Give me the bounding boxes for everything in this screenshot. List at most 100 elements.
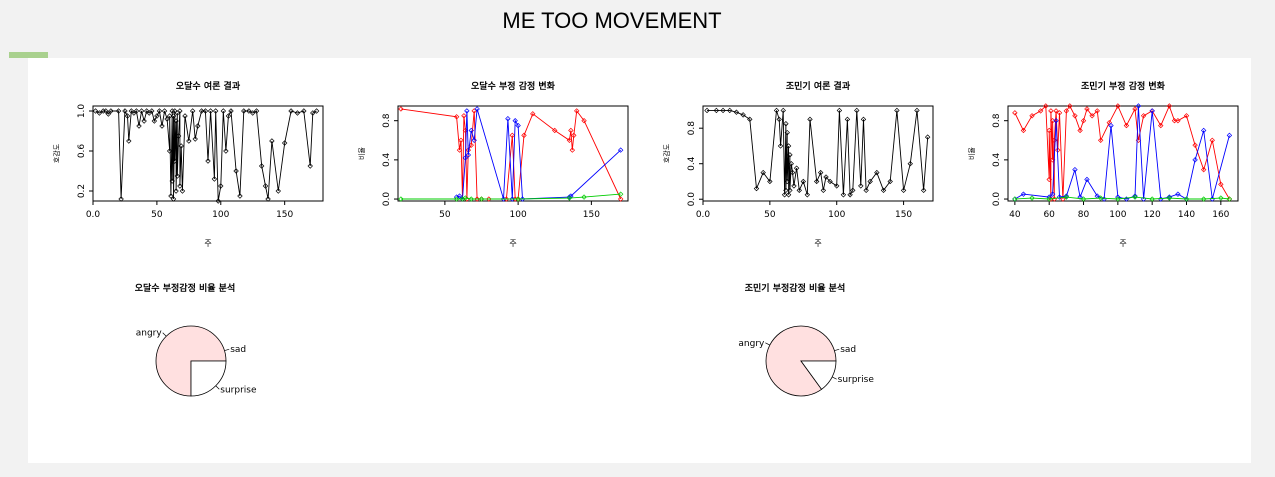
data-point (874, 169, 880, 176)
series-line-0 (95, 109, 317, 202)
series-line-0 (707, 109, 929, 197)
pie-label-surprise: surprise (838, 375, 875, 385)
data-point (265, 196, 271, 202)
data-point (858, 183, 864, 189)
data-point (566, 194, 573, 200)
data-point (225, 113, 232, 119)
data-point (785, 192, 792, 198)
data-point (789, 169, 796, 176)
data-point (920, 187, 927, 194)
data-point (1046, 176, 1052, 183)
data-point (1053, 108, 1059, 114)
data-point (780, 107, 786, 114)
x-tick-label: 60 (1043, 210, 1055, 220)
data-point (796, 187, 802, 194)
data-point (854, 107, 860, 114)
data-point (777, 143, 784, 149)
data-point (468, 196, 474, 202)
data-point (1077, 127, 1083, 134)
y-tick-label: 0.0 (382, 192, 392, 207)
data-point (512, 117, 518, 124)
data-point (212, 108, 219, 114)
data-point (128, 108, 135, 114)
data-point (1063, 193, 1070, 199)
data-point (1149, 196, 1155, 202)
line-chart-odalsu-negative: 오달수 부정 감정 변화 50 100 150 0.0 0.4 0.8 주 비율 (357, 80, 629, 248)
data-point (220, 108, 227, 114)
data-point (1029, 195, 1035, 201)
data-point (530, 111, 536, 117)
data-point (178, 143, 184, 149)
data-point (847, 192, 853, 198)
data-point (1063, 108, 1070, 114)
data-point (713, 107, 720, 114)
data-point (1048, 108, 1054, 114)
data-point (581, 194, 587, 200)
data-point (773, 107, 780, 114)
data-point (1077, 194, 1083, 200)
pie-label-sad: sad (840, 345, 856, 355)
data-point (860, 116, 867, 123)
data-point (753, 185, 760, 192)
data-point (1084, 176, 1090, 183)
data-point (617, 191, 624, 197)
data-point (166, 113, 173, 119)
pie-chart-odalsu: 오달수 부정감정 비율 분석 angry surprise sad (135, 282, 257, 397)
data-point (301, 108, 307, 114)
data-point (461, 113, 467, 119)
data-point (207, 108, 214, 114)
pie-title: 오달수 부정감정 비율 분석 (135, 282, 235, 294)
data-point (1020, 127, 1027, 134)
page-title: ME TOO MOVEMENT (502, 8, 722, 33)
data-point (464, 108, 470, 114)
series-line-2 (1014, 196, 1230, 200)
data-point (834, 183, 840, 189)
data-point (218, 183, 224, 189)
x-tick-label: 100 (828, 210, 845, 220)
pie-label-leader (834, 348, 840, 351)
x-tick-label: 100 (212, 210, 229, 220)
data-point (465, 152, 472, 158)
data-point (1053, 117, 1059, 124)
data-point (211, 176, 218, 182)
data-point (1080, 196, 1087, 202)
data-point (154, 113, 160, 119)
plot-frame (702, 105, 934, 202)
chart-title: 오달수 부정 감정 변화 (471, 80, 556, 92)
data-point (914, 107, 920, 114)
data-point (478, 196, 485, 202)
data-point (784, 178, 790, 185)
data-point (720, 107, 726, 114)
data-point (1192, 157, 1198, 163)
data-point (456, 193, 463, 199)
data-point (1029, 113, 1035, 119)
x-tick-label: 150 (276, 210, 293, 220)
data-point (275, 188, 281, 194)
data-point (1166, 103, 1173, 109)
x-tick-label: 100 (1109, 210, 1126, 220)
data-point (1132, 193, 1138, 199)
data-point (141, 118, 147, 124)
x-tick-label: 40 (1009, 210, 1021, 220)
data-point (566, 195, 573, 201)
data-point (767, 178, 773, 185)
data-point (574, 108, 580, 114)
data-point (581, 117, 587, 124)
data-point (177, 108, 183, 114)
y-tick-label: 0.8 (687, 121, 697, 136)
data-point (509, 132, 515, 139)
pie-label-angry: angry (738, 339, 765, 349)
data-point (1200, 127, 1207, 134)
line-chart-odalsu-opinion: 오달수 여론 결과 0.0 50 100 150 0.2 0.6 1.0 주 호감도 (53, 80, 324, 248)
data-point (1175, 191, 1181, 197)
data-point (1094, 108, 1100, 114)
data-point (791, 183, 797, 189)
y-tick-label: 1.0 (77, 104, 87, 119)
data-point (1072, 166, 1078, 173)
data-point (253, 108, 260, 114)
data-point (462, 127, 469, 134)
x-axis-label: 주 (1119, 239, 1126, 248)
line-chart-jominki-opinion: 조민기 여론 결과 0.0 50 100 150 0.0 0.4 0.8 주 호감도 (663, 80, 934, 248)
data-point (836, 107, 843, 114)
data-point (787, 152, 793, 158)
